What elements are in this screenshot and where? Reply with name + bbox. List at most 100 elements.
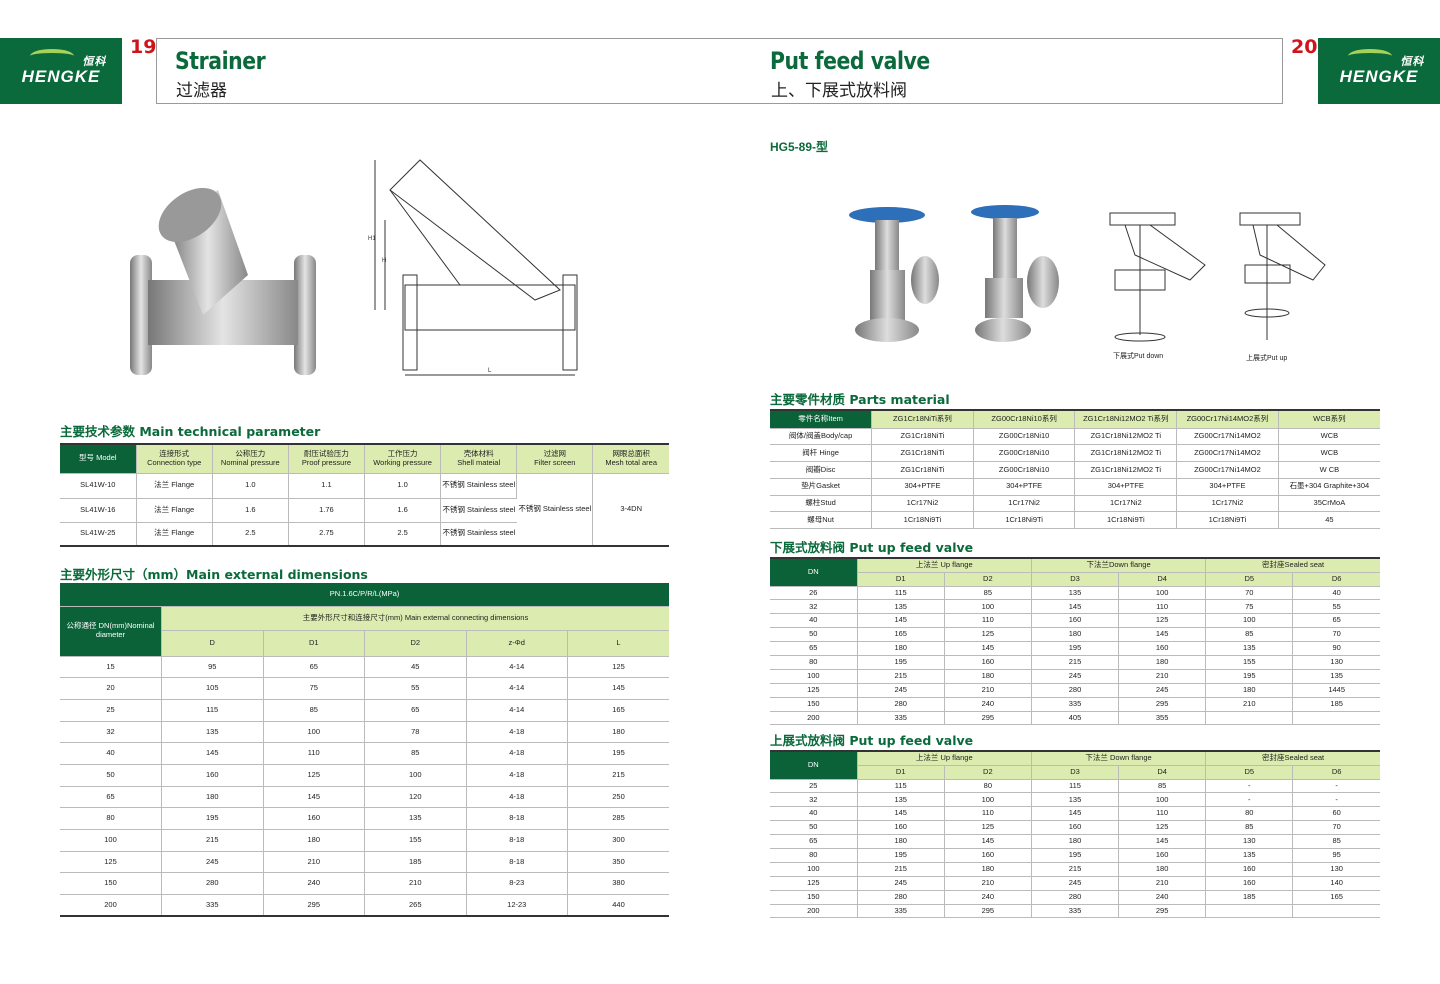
table-row: 15 95 65 45 4-14 125 (60, 656, 669, 679)
table-cell: 185 (1292, 697, 1380, 712)
table-cell: 210 (944, 683, 1032, 698)
column-header: L (567, 630, 669, 657)
table-row: 200 335 295 335 295 (770, 904, 1380, 919)
table-cell: 45 (1278, 511, 1380, 530)
table-cell: 85 (263, 699, 365, 722)
table-cell: 185 (364, 851, 467, 874)
table-cell: 135 (857, 792, 945, 808)
table-cell: 240 (944, 890, 1032, 905)
table-cell: 2.5 (364, 522, 442, 547)
group-header: 上法兰 Up flange (857, 558, 1032, 573)
table-cell: 285 (567, 807, 669, 830)
page-number-left: 19 (130, 36, 157, 58)
table-cell: 125 (263, 764, 365, 787)
table-cell: 160 (1031, 820, 1120, 836)
table-cell: 215 (857, 862, 945, 877)
table-cell: 15 (60, 656, 162, 679)
column-header: ZG1Cr18Ni12MO2 Ti系列 (1074, 410, 1178, 429)
table-cell: 1Cr18Ni9Ti (1176, 511, 1279, 530)
table-cell: 85 (944, 586, 1032, 601)
table-cell: 304+PTFE (871, 478, 974, 496)
table-cell: 145 (944, 834, 1032, 849)
dimensions-title: 主要外形尺寸（mm）Main external dimensions (60, 567, 368, 582)
table-cell: 215 (1031, 862, 1120, 877)
table-cell: SL41W-25 (60, 522, 137, 547)
table-cell: 195 (1205, 669, 1294, 684)
table-row: 65 180 145 180 145 130 85 (770, 834, 1380, 849)
table-row: 阀体/阀盖Body/cap ZG1Cr18NiTi ZG00Cr18Ni10 ZG1C… (770, 428, 1380, 446)
table-cell: ZG00Cr17Ni14MO2 (1176, 444, 1279, 463)
table-cell: 65 (770, 641, 858, 656)
table-cell: 95 (161, 656, 264, 679)
column-header: D2 (944, 572, 1032, 587)
pn-header: PN.1.6C/P/R/L(MPa) (60, 583, 669, 607)
column-header: D2 (364, 630, 467, 657)
table-row: 150 280 240 210 8-23 380 (60, 872, 669, 896)
table-cell: 210 (1205, 697, 1294, 712)
table-cell: 295 (944, 711, 1032, 726)
table-row: SL41W-25 法兰 Flange 2.5 2.75 2.5 不锈钢 Stainless… (60, 522, 669, 547)
table-cell: 350 (567, 851, 669, 874)
table-cell: 335 (161, 894, 264, 917)
table-cell: 115 (857, 779, 945, 794)
table-cell: 1.1 (288, 473, 366, 499)
table-cell: 100 (1118, 586, 1207, 601)
tech-params-title: 主要技术参数 Main technical parameter (60, 424, 321, 439)
table-cell: ZG1Cr18NiTi (871, 461, 974, 479)
table-cell: 65 (1292, 613, 1380, 629)
table-cell: 100 (944, 599, 1032, 615)
materials-title: 主要零件材质 Parts material (770, 392, 950, 407)
table-cell: 135 (1031, 586, 1120, 601)
table-cell: 180 (1118, 862, 1207, 877)
table-cell: 245 (161, 851, 264, 874)
table-cell: 215 (857, 669, 945, 684)
table-cell: 265 (364, 894, 467, 917)
table-cell: 160 (1205, 862, 1294, 877)
table-cell: 60 (1292, 806, 1380, 822)
table-cell: 130 (1205, 834, 1294, 849)
table-cell: 65 (263, 656, 365, 679)
table-cell: 32 (770, 792, 858, 808)
table-row: 32 135 100 78 4-18 180 (60, 721, 669, 744)
table-row: 150 280 240 280 240 185 165 (770, 890, 1380, 905)
table-cell: 240 (263, 872, 365, 896)
table-row: 50 160 125 100 4-18 215 (60, 764, 669, 787)
table-cell: 125 (770, 683, 858, 698)
table-cell: 2.75 (288, 522, 366, 547)
table-cell: 25 (770, 779, 858, 794)
table-cell: 210 (944, 876, 1032, 891)
table-cell: 180 (1118, 655, 1207, 670)
table-cell: 145 (1031, 599, 1120, 615)
table-cell: 135 (1205, 641, 1294, 656)
table-cell: 2.5 (212, 522, 289, 547)
table-cell: 100 (60, 829, 162, 852)
table-cell: 4-18 (466, 721, 568, 744)
put-up-caption: 上展式Put up (1246, 355, 1288, 362)
table-cell: 100 (770, 669, 858, 684)
column-header: z-Φd (466, 630, 568, 657)
put-down-title: 下展式放料阀 Put up feed valve (770, 540, 974, 555)
table-cell: 1Cr17Ni2 (1176, 495, 1279, 513)
table-row: SL41W-10 法兰 Flange 1.0 1.1 1.0 不锈钢 Stainless … (60, 473, 669, 547)
table-cell: 50 (770, 627, 858, 643)
table-cell: 4-14 (466, 699, 568, 722)
table-cell: 50 (770, 820, 858, 836)
table-cell: 210 (263, 851, 365, 874)
table-cell: 280 (1031, 683, 1120, 698)
header-en: Nominal pressure (220, 457, 280, 467)
column-header: D3 (1031, 572, 1120, 587)
table-row: 125 245 210 185 8-18 350 (60, 851, 669, 874)
table-cell: 125 (567, 656, 669, 679)
strainer-drawing: H1 H L (368, 159, 578, 376)
table-row: 20 105 75 55 4-14 145 (60, 677, 669, 700)
table-cell: ZG00Cr18Ni10 (973, 444, 1076, 463)
table-cell: - (1205, 779, 1294, 794)
header-cn: 耐压试验压力 (303, 449, 349, 459)
table-row: 阀杆 Hinge ZG1Cr18NiTi ZG00Cr18Ni10 ZG1Cr18Ni… (770, 444, 1380, 463)
table-cell: 70 (1205, 586, 1294, 601)
page-number-right: 20 (1291, 36, 1318, 58)
column-header: D3 (1031, 765, 1120, 780)
table-cell: 245 (1031, 669, 1120, 684)
table-cell: 180 (263, 829, 365, 852)
table-cell: 335 (857, 904, 945, 919)
